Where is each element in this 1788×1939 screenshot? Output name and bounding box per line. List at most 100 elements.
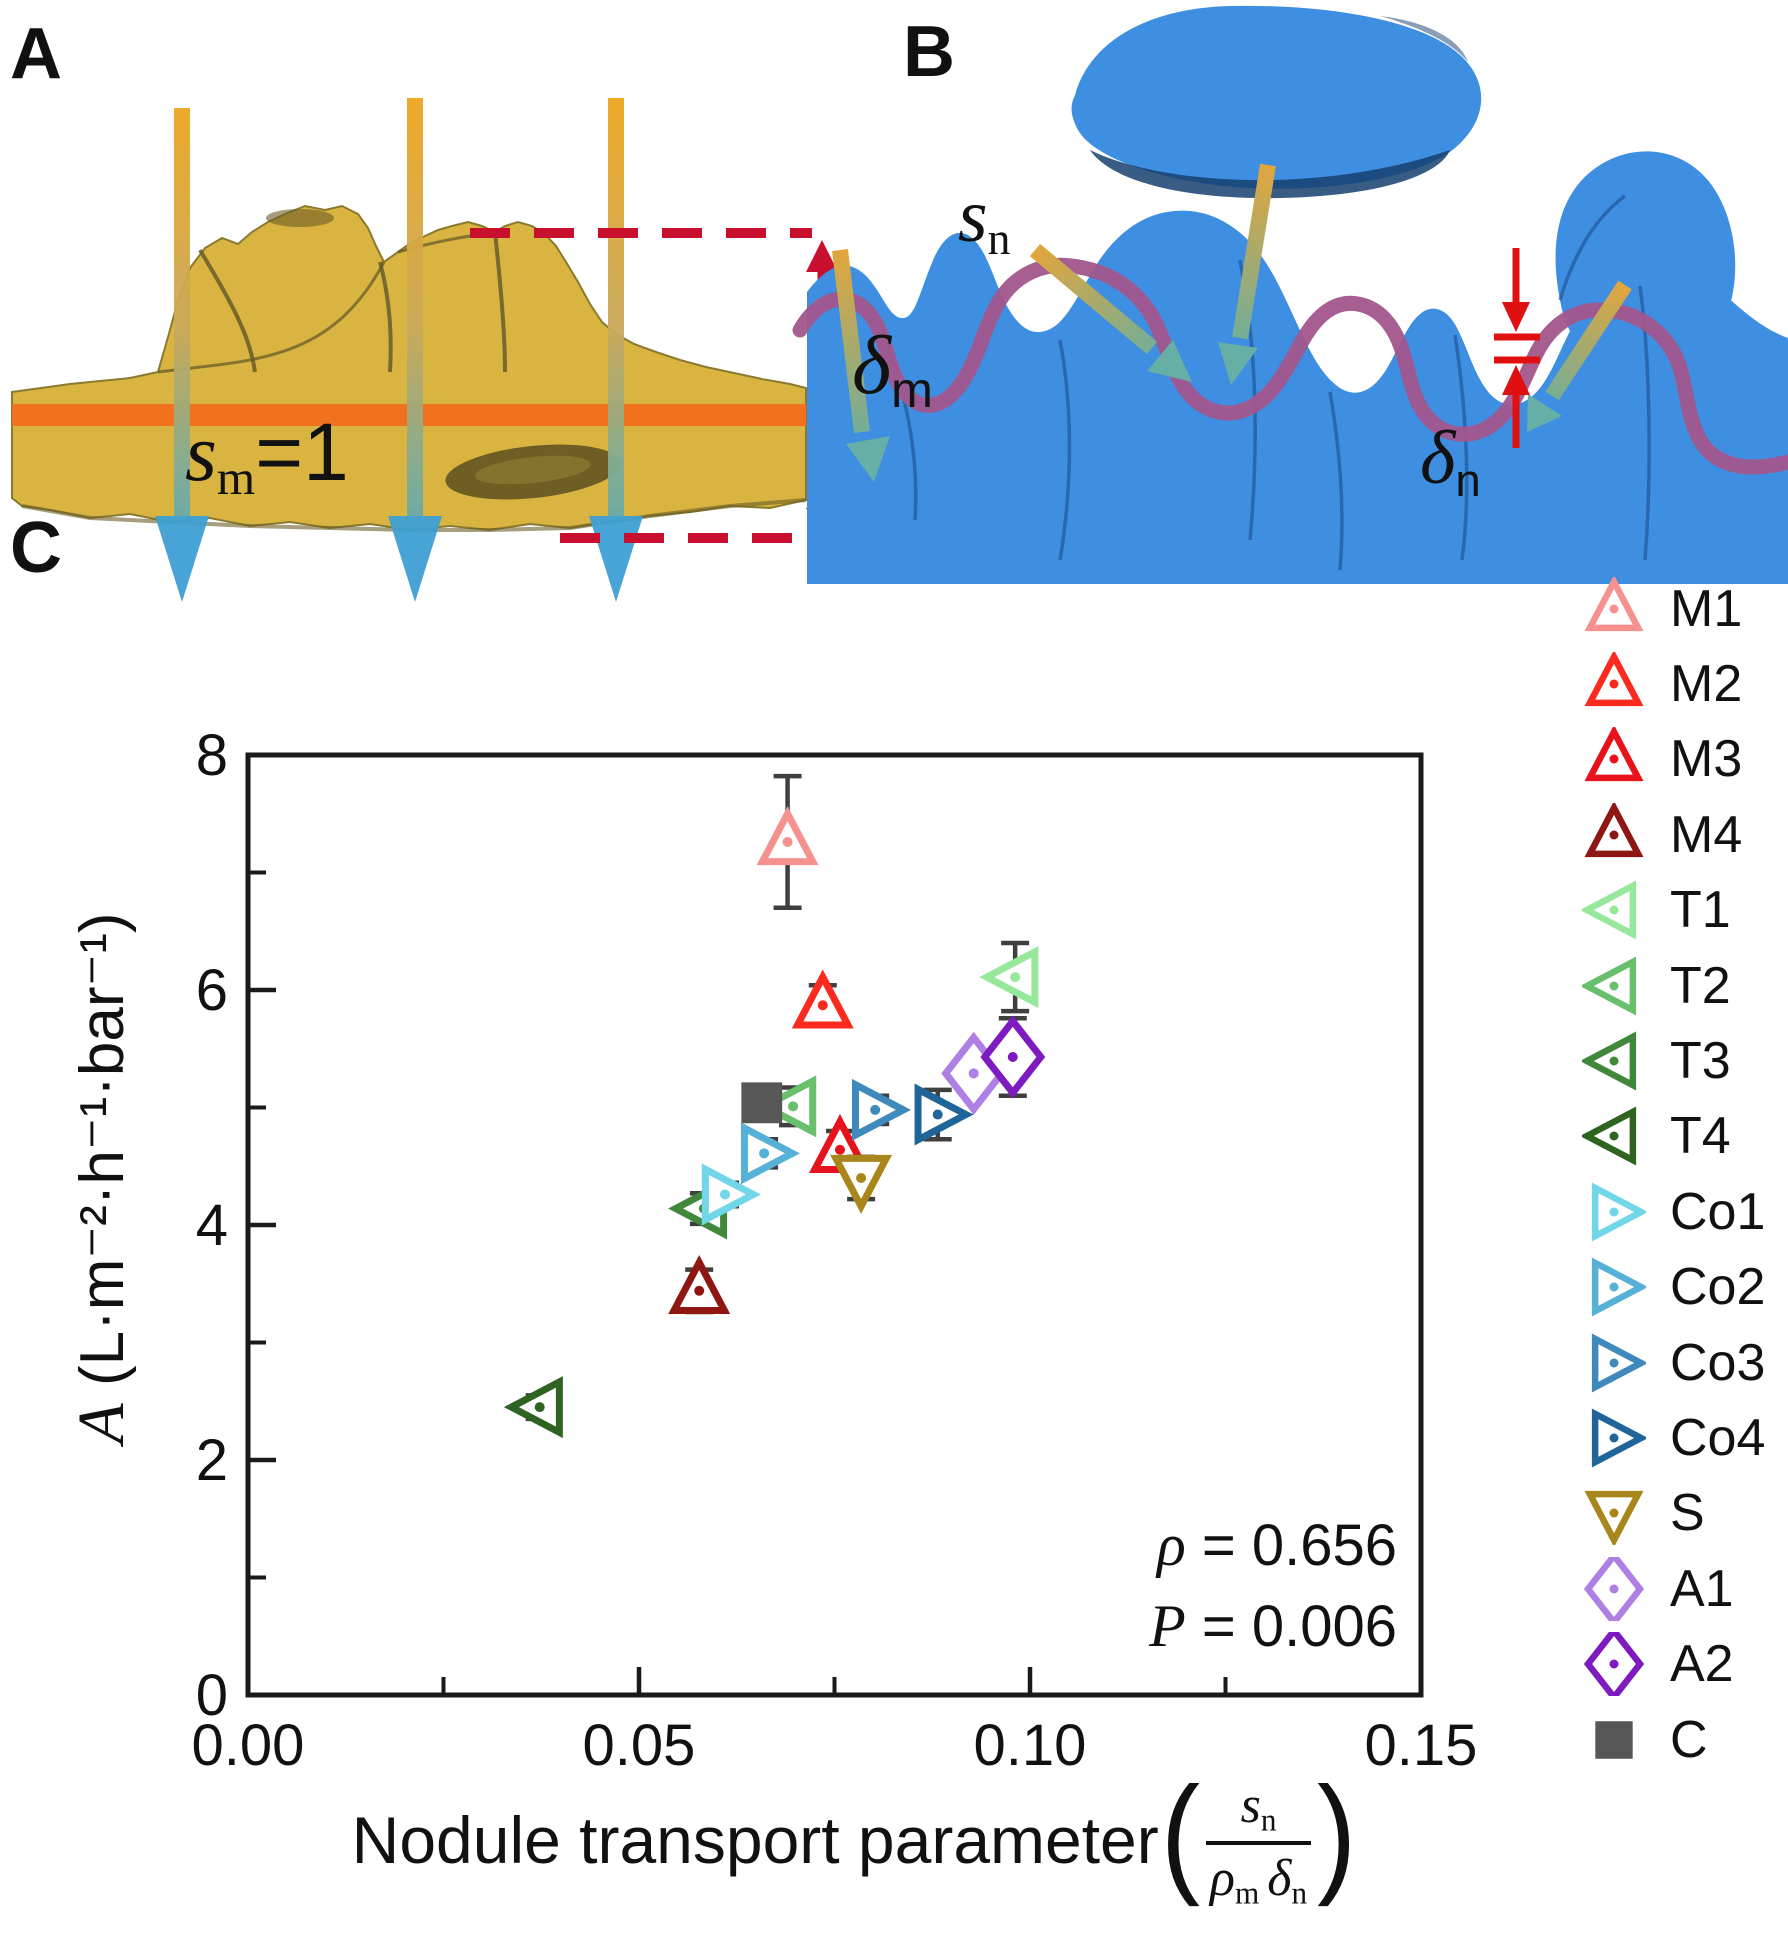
panel-b-label: B xyxy=(903,12,955,92)
marker-shape xyxy=(701,1163,761,1226)
legend-item-M2: M2 xyxy=(1582,646,1765,721)
legend-label: Co4 xyxy=(1670,1408,1766,1467)
y-axis-title: A (L·m⁻²·h⁻¹·bar⁻¹) xyxy=(65,912,138,1444)
x-axis-title: Nodule transport parameter ( sn ρm δn ) xyxy=(351,1760,1357,1911)
triangle-up-icon xyxy=(1584,652,1644,707)
triangle-left-icon xyxy=(1582,1106,1637,1166)
legend-item-C: C xyxy=(1582,1702,1765,1777)
marker-shape xyxy=(740,1122,800,1185)
legend-item-Co3: Co3 xyxy=(1582,1325,1765,1400)
marker-shape xyxy=(980,1015,1046,1099)
data-point-Co3 xyxy=(851,1078,912,1141)
triangle-right-icon xyxy=(1591,1257,1646,1317)
x-tick-label: 0.00 xyxy=(192,1713,305,1778)
y-tick-label: 8 xyxy=(196,723,228,788)
legend-label: Co3 xyxy=(1670,1333,1766,1392)
plot-frame xyxy=(245,752,1424,1698)
legend-label: Co1 xyxy=(1670,1182,1766,1241)
marker-shape xyxy=(741,1082,783,1124)
legend-item-S: S xyxy=(1582,1476,1765,1551)
legend-label: M3 xyxy=(1670,730,1743,789)
flux-arrow xyxy=(155,108,209,602)
legend-label: Co2 xyxy=(1670,1258,1766,1317)
data-point-M4 xyxy=(668,1254,731,1315)
sn-label: sn xyxy=(958,174,1011,264)
legend-item-M3: M3 xyxy=(1582,722,1765,797)
triangle-right-icon xyxy=(1591,1333,1646,1393)
diamond-icon xyxy=(1583,1632,1645,1697)
legend-item-M4: M4 xyxy=(1582,797,1765,872)
marker-shape xyxy=(757,1075,817,1138)
data-point-Co1 xyxy=(701,1163,761,1226)
close-paren: ) xyxy=(1317,1760,1357,1908)
legend-item-Co2: Co2 xyxy=(1582,1250,1765,1325)
legend-label: A1 xyxy=(1670,1559,1734,1618)
x-tick-label: 0.15 xyxy=(1365,1713,1478,1778)
triangle-up-icon xyxy=(1584,727,1644,782)
y-tick-label: 6 xyxy=(196,958,228,1023)
delta-n-label: δn xyxy=(1420,416,1481,506)
panel-a-label: A xyxy=(10,14,62,94)
legend: M1 M2 M3 M4 T1 T2 T3 T4 Co1 Co2 Co3 Co4 S A1 A2 C xyxy=(1582,571,1765,1777)
flux-arrow xyxy=(388,98,442,602)
membrane-inclusion xyxy=(445,444,621,500)
x-tick-label: 0.10 xyxy=(974,1713,1087,1778)
sm-equation: sm=1 xyxy=(185,407,349,505)
data-point-S xyxy=(830,1154,893,1214)
square-icon xyxy=(1595,1720,1633,1759)
nodule-illustration xyxy=(792,5,1788,585)
panel-c-label: C xyxy=(10,508,62,588)
legend-item-T3: T3 xyxy=(1582,1023,1765,1098)
transport-parameter-fraction: sn ρm δn xyxy=(1206,1779,1312,1909)
triangle-right-icon xyxy=(1591,1408,1646,1468)
legend-item-T2: T2 xyxy=(1582,948,1765,1023)
legend-label: T1 xyxy=(1670,881,1731,940)
data-point-A2 xyxy=(980,1015,1046,1099)
legend-item-A2: A2 xyxy=(1582,1626,1765,1701)
legend-label: A2 xyxy=(1670,1635,1734,1694)
triangle-left-icon xyxy=(1582,956,1637,1016)
marker-shape xyxy=(668,1254,731,1314)
marker-shape xyxy=(756,806,819,866)
y-tick-label: 0 xyxy=(196,1663,228,1728)
legend-label: T3 xyxy=(1670,1032,1731,1091)
correlation-stats: ρ = 0.656 P = 0.006 xyxy=(1149,1505,1397,1667)
marker-shape xyxy=(979,946,1039,1009)
legend-label: T2 xyxy=(1670,956,1731,1015)
triangle-up-icon xyxy=(1584,802,1644,857)
marker-shape xyxy=(914,1083,974,1146)
legend-item-Co4: Co4 xyxy=(1582,1400,1765,1475)
data-point-Co4 xyxy=(914,1083,974,1146)
legend-label: C xyxy=(1670,1710,1708,1769)
data-point-T1 xyxy=(979,940,1039,1014)
rho-stat: ρ = 0.656 xyxy=(1156,1512,1397,1578)
legend-item-M1: M1 xyxy=(1582,571,1765,646)
triangle-up-icon xyxy=(1584,576,1644,631)
data-point-M1 xyxy=(756,773,819,910)
data-point-T2 xyxy=(757,1075,817,1138)
y-tick-label: 4 xyxy=(196,1193,228,1258)
triangle-left-icon xyxy=(1582,1031,1637,1091)
data-point-C xyxy=(741,1082,783,1124)
legend-item-T1: T1 xyxy=(1582,873,1765,948)
triangle-right-icon xyxy=(1591,1182,1646,1242)
triangle-down-icon xyxy=(1584,1491,1644,1546)
legend-label: T4 xyxy=(1670,1107,1731,1166)
triangle-left-icon xyxy=(1582,880,1637,940)
nodule-flux-arrows xyxy=(832,163,1632,482)
legend-label: S xyxy=(1670,1484,1705,1543)
marker-shape xyxy=(851,1078,912,1141)
marker-shape xyxy=(791,969,854,1029)
legend-item-Co1: Co1 xyxy=(1582,1174,1765,1249)
data-point-T4 xyxy=(503,1376,563,1439)
x-tick-label: 0.05 xyxy=(583,1713,696,1778)
delta-m-label: δm xyxy=(852,319,934,419)
open-paren: ( xyxy=(1160,1760,1201,1908)
legend-label: M1 xyxy=(1670,579,1743,638)
data-point-Co2 xyxy=(740,1122,800,1185)
legend-label: M2 xyxy=(1670,655,1743,714)
p-stat: P = 0.006 xyxy=(1149,1593,1397,1659)
